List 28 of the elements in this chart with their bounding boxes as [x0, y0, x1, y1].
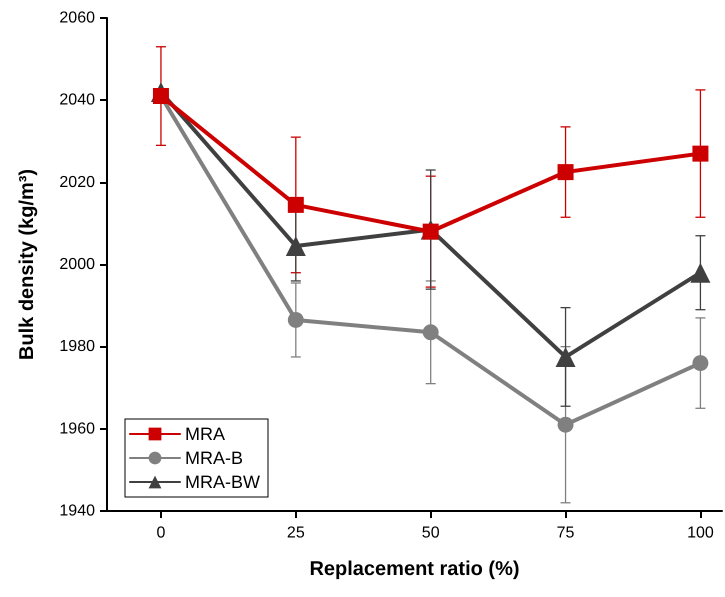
- point: [286, 236, 306, 256]
- y-axis-title: Bulk density (kg/m³): [16, 168, 38, 360]
- point: [422, 224, 439, 240]
- x-tick-label: 75: [556, 524, 575, 542]
- point: [556, 346, 576, 367]
- y-tick-label: 1940: [59, 502, 96, 520]
- x-tick-label: 0: [156, 524, 166, 542]
- y-tick-label: 2040: [59, 92, 96, 109]
- x-tick-label: 25: [286, 524, 305, 542]
- x-axis-title: Replacement ratio (%): [309, 558, 520, 580]
- point: [422, 324, 439, 340]
- point: [288, 312, 304, 328]
- y-tick-label: 1960: [59, 420, 96, 438]
- y-tick-label: 2000: [59, 256, 96, 273]
- point: [692, 355, 708, 372]
- x-tick-label: 100: [687, 524, 714, 542]
- y-tick-label: 1980: [59, 338, 96, 356]
- point: [288, 196, 304, 213]
- y-tick-label: 2060: [59, 10, 96, 26]
- legend-label: MRA-BW: [185, 472, 260, 492]
- point: [692, 146, 708, 162]
- point: [558, 164, 574, 180]
- x-tick-label: 50: [422, 524, 440, 542]
- legend-label: MRA-B: [185, 448, 243, 468]
- legend-label: MRA: [185, 424, 225, 444]
- point: [558, 416, 574, 433]
- y-tick-label: 2020: [59, 174, 96, 191]
- point: [690, 262, 710, 283]
